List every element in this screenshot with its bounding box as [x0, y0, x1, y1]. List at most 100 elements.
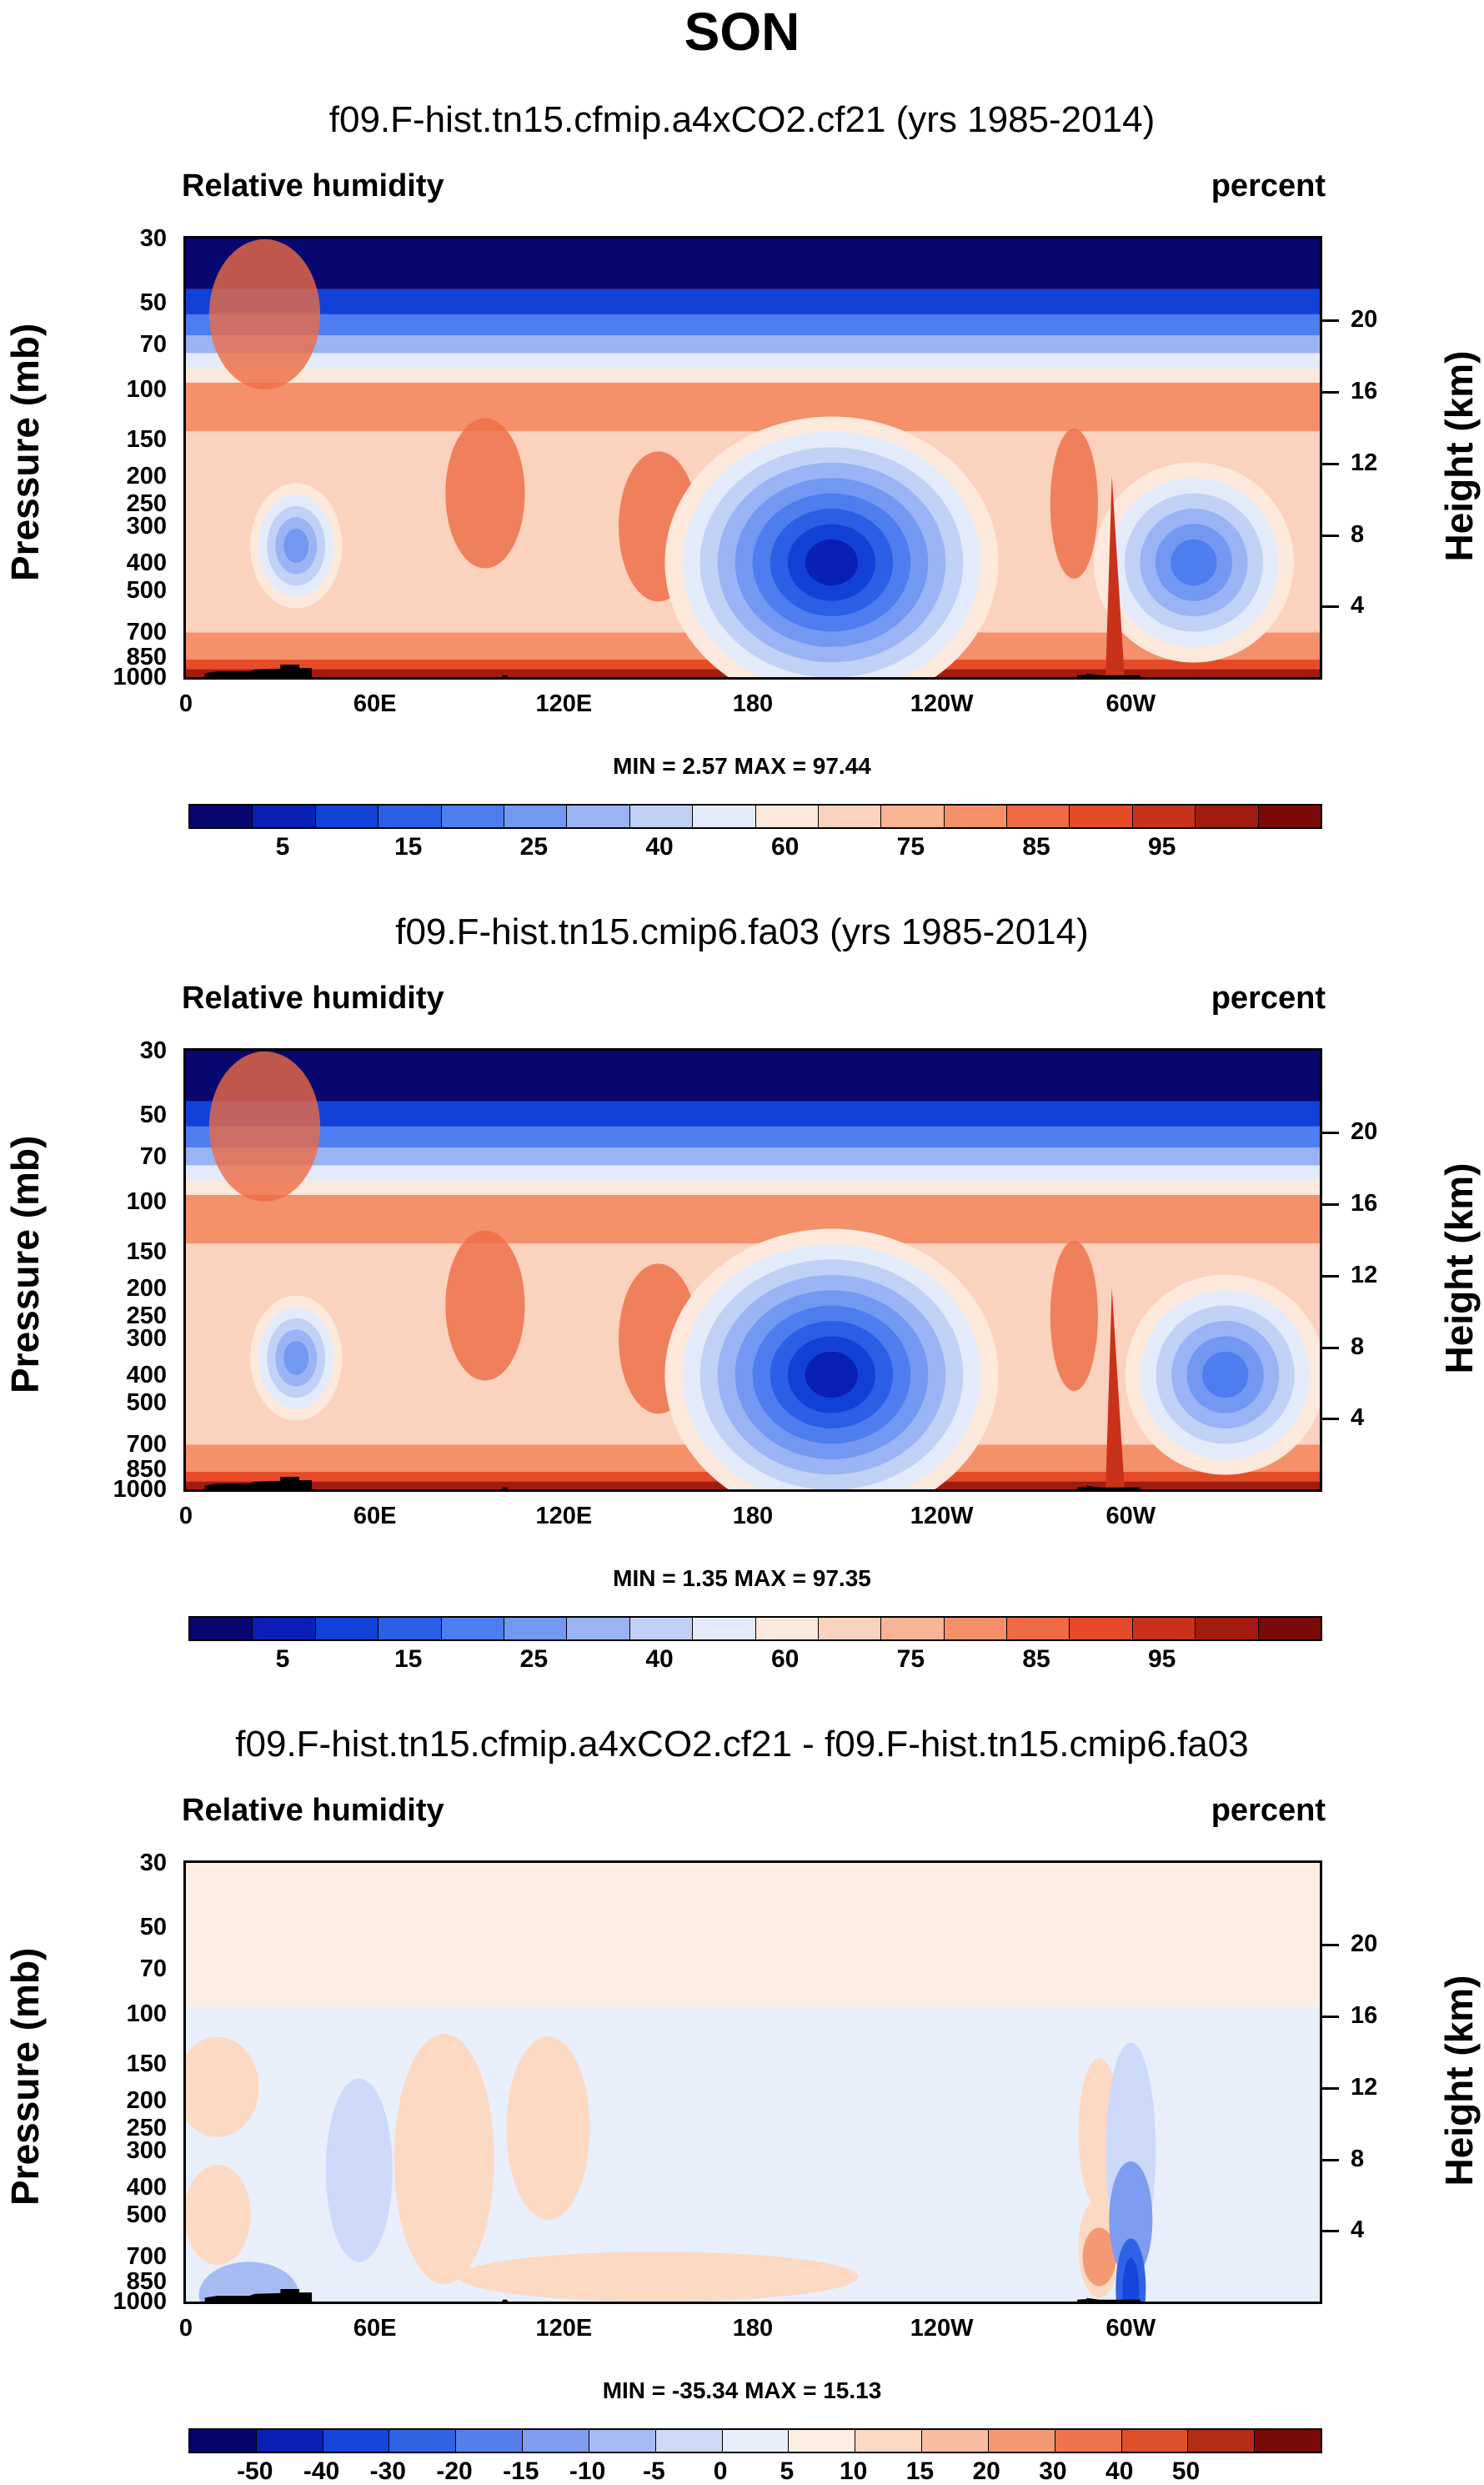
height-tick-mark: [1322, 1944, 1339, 1947]
pressure-tick-label: 200: [126, 1274, 167, 1302]
positive-anomaly-strong: [1082, 2227, 1116, 2287]
stratosphere-band-2: [186, 1126, 1320, 1147]
colorbar-label: 15: [905, 2457, 935, 2485]
colorbar-label: 60: [770, 833, 800, 861]
colorbar-label: 5: [780, 2457, 795, 2485]
colorbar-box: [1132, 806, 1196, 827]
pressure-tick-label: 100: [126, 2000, 167, 2027]
stratosphere-band-1: [186, 289, 1320, 314]
colorbar-box: [855, 2430, 923, 2452]
topography-sumatra: [502, 1487, 508, 1489]
pressure-tick-label: 30: [139, 225, 167, 252]
x-tick-label: 60E: [353, 1503, 397, 1529]
topography-africa: [204, 2289, 313, 2302]
colorbar-box: [323, 2430, 390, 2452]
x-tick-label: 60W: [1105, 1503, 1156, 1529]
height-tick-label: 12: [1351, 449, 1378, 476]
pressure-tick-label: 1000: [113, 664, 167, 690]
positive-anomaly-0: [186, 2036, 259, 2137]
height-tick-label: 12: [1351, 2073, 1378, 2101]
height-tick-mark: [1322, 1346, 1339, 1349]
panel-2-contours: [186, 1051, 1320, 1489]
x-tick-label: 120E: [535, 2315, 593, 2342]
moist-tower-0: [208, 238, 321, 389]
height-tick-mark: [1322, 2086, 1339, 2090]
andes-moist-spike: [1105, 1288, 1125, 1489]
height-tick-label: 4: [1351, 2216, 1365, 2244]
pressure-tick-label: 500: [126, 2201, 167, 2229]
pressure-tick-label: 850: [126, 2267, 167, 2295]
height-tick-label: 16: [1351, 2002, 1378, 2030]
tropopause-moist-band: [186, 1194, 1320, 1244]
colorbar-box: [567, 806, 630, 827]
dry-central-pacific-contour-8: [805, 1351, 859, 1398]
pressure-tick-label: 500: [126, 577, 167, 605]
pressure-tick-label: 700: [126, 2243, 167, 2271]
colorbar-label: 25: [519, 833, 549, 861]
height-tick-label: 12: [1351, 1261, 1378, 1288]
colorbar-box: [881, 806, 945, 827]
colorbar-box: [1196, 806, 1259, 827]
colorbar-label: 40: [645, 1645, 674, 1673]
colorbar-box: [1258, 806, 1321, 827]
height-tick-mark: [1322, 1418, 1339, 1421]
colorbar-box: [988, 2430, 1055, 2452]
colorbar-label: 5: [275, 1645, 290, 1673]
colorbar-box: [1121, 2430, 1189, 2452]
pressure-tick-label: 1000: [113, 1476, 167, 1503]
height-tick-label: 16: [1351, 378, 1378, 405]
height-tick-mark: [1322, 2230, 1339, 2233]
colorbar-label: 75: [896, 1645, 925, 1673]
negative-anomaly-3: [1109, 2161, 1153, 2278]
pressure-tick-label: 200: [126, 2086, 167, 2114]
moist-tower-0: [208, 1051, 321, 1202]
colorbar-label: -50: [237, 2457, 273, 2485]
x-tick-label: 0: [178, 690, 193, 717]
x-tick-label: 120E: [535, 690, 593, 717]
colorbar-box: [523, 2430, 589, 2452]
colorbar-box: [693, 1618, 756, 1639]
colorbar-label: 20: [972, 2457, 1000, 2485]
pressure-tick-label: 150: [126, 1238, 167, 1266]
colorbar-box: [722, 2430, 790, 2452]
pressure-tick-label: 100: [126, 1187, 167, 1215]
pressure-tick-label: 300: [126, 2137, 167, 2165]
height-tick-mark: [1322, 2158, 1339, 2161]
stratosphere-band-5: [186, 369, 1320, 383]
panel-3-right-string: percent: [1211, 1793, 1326, 1828]
topography-south-america: [1077, 673, 1141, 677]
colorbar-box: [456, 2430, 524, 2452]
panel-1-contours: [186, 238, 1320, 677]
colorbar-box: [567, 1618, 630, 1639]
panel-3-contours: [186, 1863, 1320, 2302]
negative-anomaly-1: [198, 2262, 299, 2302]
colorbar-label: -10: [569, 2457, 606, 2485]
colorbar-box: [1188, 2430, 1256, 2452]
panel-3-left-string: Relative humidity: [182, 1793, 444, 1828]
colorbar-label: 15: [394, 1645, 423, 1673]
colorbar-label: -20: [436, 2457, 473, 2485]
dry-atlantic-contour-5: [1201, 1351, 1249, 1398]
colorbar-label: -40: [303, 2457, 340, 2485]
panel-1-ylabel: Pressure (mb): [3, 323, 47, 581]
topography-south-america: [1077, 1485, 1141, 1489]
x-tick-label: 60E: [353, 2315, 397, 2342]
height-tick-mark: [1322, 462, 1339, 465]
pressure-tick-label: 300: [126, 1325, 167, 1353]
colorbar-box: [1007, 806, 1070, 827]
x-tick-label: 60W: [1105, 690, 1156, 717]
colorbar-label: 40: [1105, 2457, 1134, 2485]
panel-3-title: f09.F-hist.tn15.cfmip.a4xCO2.cf21 - f09.…: [235, 1724, 1249, 1765]
colorbar-box: [253, 1618, 316, 1639]
pressure-tick-label: 850: [126, 643, 167, 670]
colorbar-label: 95: [1147, 833, 1176, 861]
moist-tower-3: [1050, 429, 1098, 580]
pressure-tick-label: 1000: [113, 2288, 167, 2315]
moist-tower-1: [445, 1230, 525, 1381]
figure-title: SON: [684, 2, 800, 62]
height-tick-mark: [1322, 1203, 1339, 1207]
height-tick-mark: [1322, 2016, 1339, 2019]
colorbar-box: [190, 1618, 253, 1639]
colorbar-label: 95: [1147, 1645, 1176, 1673]
moist-tower-1: [445, 418, 525, 569]
